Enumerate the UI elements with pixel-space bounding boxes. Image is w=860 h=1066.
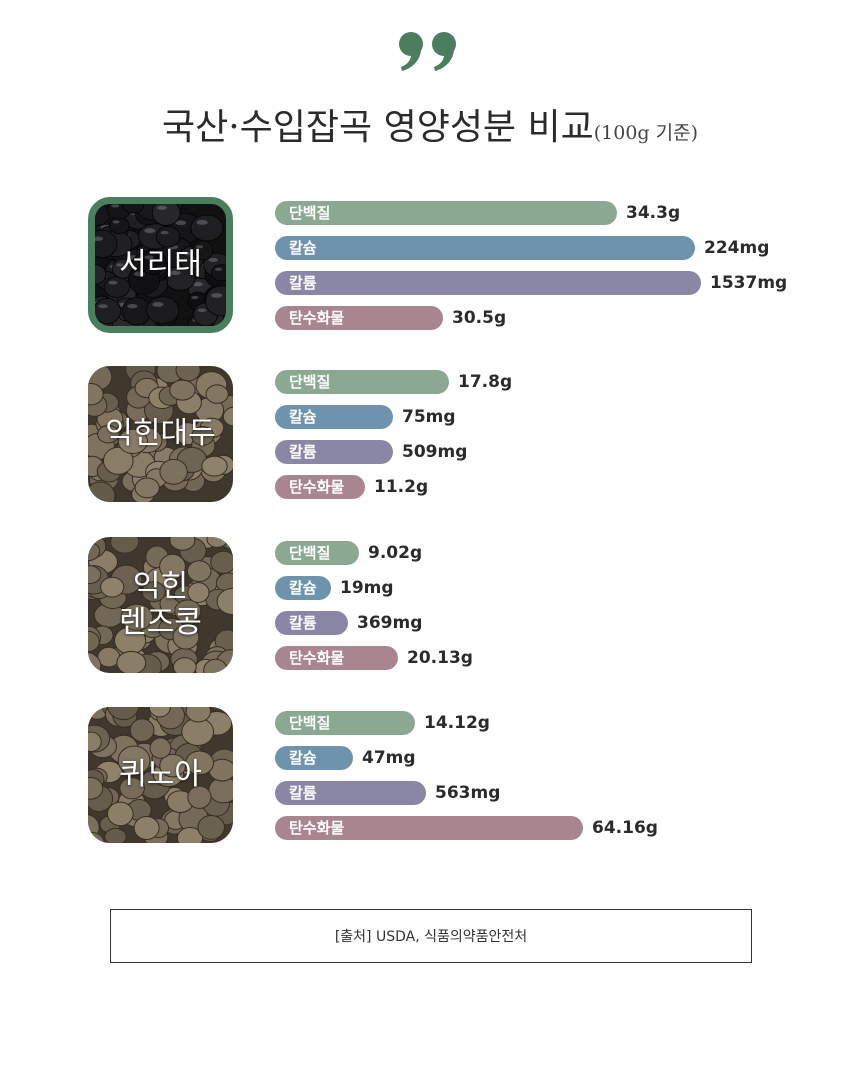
bar-label: 칼슘 [289,579,317,597]
bar-label: 칼륨 [289,784,317,802]
bar-protein: 단백질 [275,711,415,735]
bar-label: 칼슘 [289,239,317,257]
bar-row-protein: 단백질 17.8g [275,370,835,394]
bar-label: 칼슘 [289,408,317,426]
source-text: [출처] USDA, 식품의약품안전처 [334,929,528,945]
bar-value-label: 17.8g [458,372,513,392]
bar-value-label: 64.16g [592,818,658,838]
bar-calcium: 칼슘 [275,746,353,770]
food-image [88,707,233,843]
bar-label: 칼륨 [289,274,317,292]
bar-value-label: 1537mg [710,273,788,293]
bean-texture [88,537,233,673]
food-name: 익힌대두 [105,416,216,451]
bar-row-potassium: 칼륨 509mg [275,440,835,464]
bar-label: 탄수화물 [289,309,345,327]
bar-carbs: 탄수화물 [275,306,443,330]
food-card: 익힌대두 [88,366,233,502]
bar-label: 탄수화물 [289,478,345,496]
quote-icon [399,32,456,71]
bar-row-protein: 단백질 14.12g [275,711,835,735]
page-title: 국산·수입잡곡 영양성분 비교(100g 기준) [0,98,860,150]
bar-value-label: 19mg [340,578,394,598]
bar-value-label: 20.13g [407,648,473,668]
food-card: 퀴노아 [88,707,233,843]
bar-value-label: 47mg [362,748,416,768]
bar-row-protein: 단백질 9.02g [275,541,835,565]
source-box: [출처] USDA, 식품의약품안전처 [110,909,752,963]
food-image [88,197,233,333]
bar-label: 단백질 [289,204,331,222]
bar-value-label: 369mg [357,613,423,633]
bar-potassium: 칼륨 [275,271,701,295]
bar-label: 단백질 [289,373,331,391]
bar-label: 탄수화물 [289,649,345,667]
bar-calcium: 칼슘 [275,405,393,429]
food-name: 익힌 렌즈콩 [119,569,202,640]
bar-calcium: 칼슘 [275,576,331,600]
bar-label: 단백질 [289,714,331,732]
bar-row-calcium: 칼슘 19mg [275,576,835,600]
bar-label: 칼슘 [289,749,317,767]
bar-value-label: 11.2g [374,477,429,497]
bar-value-label: 9.02g [368,543,423,563]
bar-value-label: 509mg [402,442,468,462]
bar-row-carbs: 탄수화물 11.2g [275,475,835,499]
bean-texture [88,366,233,502]
bar-carbs: 탄수화물 [275,475,365,499]
bar-protein: 단백질 [275,201,617,225]
bar-row-protein: 단백질 34.3g [275,201,835,225]
bar-row-carbs: 탄수화물 20.13g [275,646,835,670]
bar-value-label: 30.5g [452,308,507,328]
bar-potassium: 칼륨 [275,440,393,464]
title-subtitle: (100g 기준) [593,122,699,144]
bar-row-carbs: 탄수화물 64.16g [275,816,835,840]
title-text: 국산·수입잡곡 영양성분 비교 [161,107,594,148]
bar-carbs: 탄수화물 [275,646,398,670]
bar-row-potassium: 칼륨 369mg [275,611,835,635]
food-name: 퀴노아 [119,757,202,792]
bar-value-label: 563mg [435,783,501,803]
bar-row-calcium: 칼슘 75mg [275,405,835,429]
food-card: 서리태 [88,197,233,333]
bar-value-label: 14.12g [424,713,490,733]
food-card: 익힌 렌즈콩 [88,537,233,673]
bar-value-label: 34.3g [626,203,681,223]
bar-label: 탄수화물 [289,819,345,837]
bar-label: 칼륨 [289,614,317,632]
bar-row-potassium: 칼륨 1537mg [275,271,835,295]
bar-protein: 단백질 [275,541,359,565]
bar-row-calcium: 칼슘 47mg [275,746,835,770]
bar-row-calcium: 칼슘 224mg [275,236,835,260]
bar-potassium: 칼륨 [275,611,348,635]
food-image [88,366,233,502]
bar-carbs: 탄수화물 [275,816,583,840]
bar-value-label: 75mg [402,407,456,427]
bar-row-potassium: 칼륨 563mg [275,781,835,805]
bar-label: 단백질 [289,544,331,562]
bean-texture [88,707,233,843]
bar-calcium: 칼슘 [275,236,695,260]
food-name: 서리태 [119,247,202,282]
bar-potassium: 칼륨 [275,781,426,805]
bar-protein: 단백질 [275,370,449,394]
food-image [88,537,233,673]
bean-texture [95,204,226,326]
bar-row-carbs: 탄수화물 30.5g [275,306,835,330]
bar-value-label: 224mg [704,238,770,258]
bar-label: 칼륨 [289,443,317,461]
